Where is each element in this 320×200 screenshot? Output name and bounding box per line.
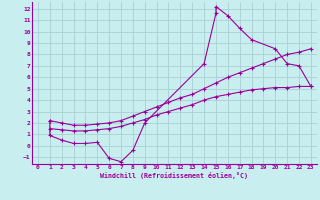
X-axis label: Windchill (Refroidissement éolien,°C): Windchill (Refroidissement éolien,°C) [100,172,248,179]
